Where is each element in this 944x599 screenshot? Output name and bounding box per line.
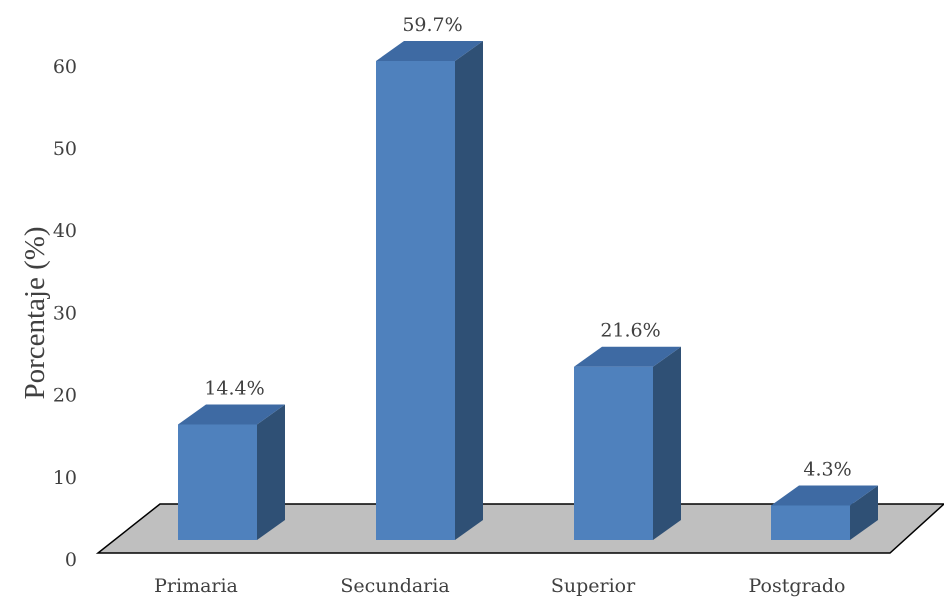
category-labels: Primaria Secundaria Superior Postgrado (154, 575, 845, 597)
bar-side-face (850, 485, 878, 540)
category-label-primaria: Primaria (154, 575, 238, 597)
bar-side-face (653, 346, 681, 540)
data-label-secundaria: 59.7% (402, 14, 462, 36)
bar-front-face (574, 366, 653, 540)
y-tick-label: 10 (53, 467, 77, 489)
y-axis-ticks: 0 10 20 30 40 50 60 (53, 56, 77, 571)
category-label-secundaria: Secundaria (340, 575, 449, 597)
y-tick-label: 40 (53, 220, 77, 242)
category-label-postgrado: Postgrado (748, 575, 845, 597)
y-tick-label: 20 (53, 385, 77, 407)
bar-side-face (257, 404, 285, 540)
bar-postgrado (771, 485, 878, 540)
y-axis-title: Porcentaje (%) (19, 226, 51, 399)
bar-secundaria (376, 41, 483, 540)
bars (178, 41, 878, 540)
chart-floor (95, 503, 944, 554)
bar-top-face (574, 346, 681, 367)
bar-front-face (771, 505, 850, 540)
floor-plane (95, 503, 944, 554)
data-labels: 14.4% 59.7% 21.6% 4.3% (204, 14, 851, 480)
category-label-superior: Superior (551, 575, 636, 597)
data-label-superior: 21.6% (600, 320, 660, 342)
y-tick-label: 50 (53, 138, 77, 160)
data-label-primaria: 14.4% (204, 377, 264, 399)
bar-superior (574, 346, 681, 540)
bar-front-face (376, 61, 455, 540)
bar-top-face (376, 41, 483, 61)
bar-top-face (178, 404, 285, 425)
y-tick-label: 30 (53, 302, 77, 324)
bar-primaria (178, 404, 285, 540)
bar-top-face (771, 485, 878, 506)
bar-side-face (455, 41, 483, 540)
y-tick-label: 0 (65, 549, 77, 571)
bar-front-face (178, 424, 257, 540)
data-label-postgrado: 4.3% (803, 458, 851, 480)
y-tick-label: 60 (53, 56, 77, 78)
